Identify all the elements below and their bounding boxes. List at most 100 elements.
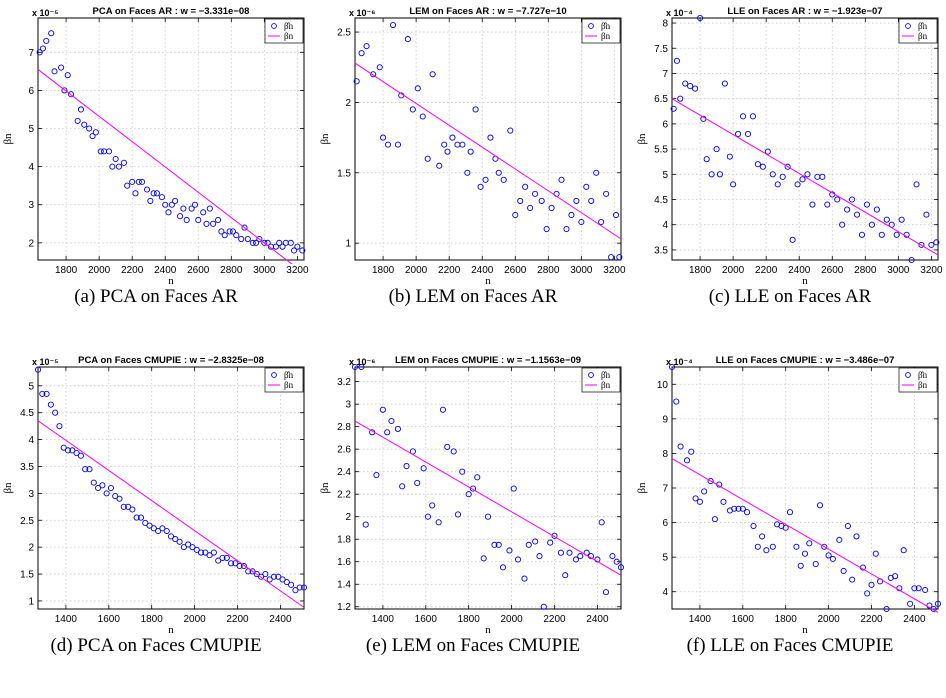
data-point xyxy=(459,141,466,148)
data-point xyxy=(763,547,770,554)
data-point xyxy=(373,472,380,479)
data-point xyxy=(435,519,442,526)
chart-panel-c: 1800 2000 2200 2400 2600 2800 3000 3200 3.5 4 4.5 5… xyxy=(634,0,946,349)
y-tick-label: 8 xyxy=(662,19,668,30)
data-point xyxy=(147,197,154,204)
data-point xyxy=(480,555,487,562)
y-tick-label: 3 xyxy=(345,400,351,411)
data-point xyxy=(112,493,119,500)
data-point xyxy=(163,527,170,535)
data-point xyxy=(282,239,289,246)
data-point xyxy=(577,553,584,560)
y-tick-label: 5 xyxy=(662,170,668,181)
data-point xyxy=(858,231,866,238)
data-point xyxy=(735,130,742,138)
data-point xyxy=(893,231,900,238)
legend-entry-label: β̂n xyxy=(601,21,611,31)
y-tick-label: 3.2 xyxy=(337,377,351,388)
x-tick-label: 2000 xyxy=(500,614,523,625)
data-point xyxy=(551,532,558,539)
y-tick-label: 5 xyxy=(28,124,34,135)
data-point xyxy=(436,162,443,169)
data-point xyxy=(236,562,243,570)
data-point xyxy=(39,45,47,52)
data-point xyxy=(363,43,370,50)
data-point xyxy=(731,505,738,512)
data-point xyxy=(697,14,704,22)
y-tick-label: 1.4 xyxy=(337,580,351,591)
legend-marker-swatch xyxy=(271,372,277,378)
y-tick-label: 1.5 xyxy=(20,570,34,581)
data-point xyxy=(677,95,684,102)
data-point xyxy=(292,587,299,594)
data-point xyxy=(801,550,809,557)
data-point xyxy=(911,585,918,592)
y-tick-label: 2.5 xyxy=(337,28,351,39)
data-point xyxy=(142,519,149,527)
data-point xyxy=(193,546,200,553)
x-tick-label: 2000 xyxy=(183,614,206,625)
data-point xyxy=(132,190,139,197)
data-point xyxy=(538,197,545,204)
grid xyxy=(355,18,621,260)
data-point xyxy=(288,581,295,588)
data-point xyxy=(200,209,207,216)
data-point xyxy=(749,113,757,120)
data-point xyxy=(789,236,796,243)
data-point xyxy=(36,49,43,56)
data-point xyxy=(578,218,585,226)
legend: β̂nβn xyxy=(898,18,938,44)
data-point xyxy=(548,204,555,211)
data-point xyxy=(779,173,786,180)
data-point xyxy=(617,564,625,571)
chart-title: PCA on Faces AR : w = −3.331e−08 xyxy=(93,6,250,17)
data-point xyxy=(202,549,209,556)
x-tick-label: 1400 xyxy=(689,614,712,625)
data-point xyxy=(701,488,708,495)
legend-marker-swatch xyxy=(905,372,911,378)
data-point xyxy=(203,220,210,227)
y-exponent-label: x 10⁻⁶ xyxy=(349,8,375,18)
y-tick-label: 9 xyxy=(662,414,668,425)
data-point xyxy=(510,485,517,492)
data-point xyxy=(588,197,595,204)
data-point xyxy=(77,106,85,113)
data-point xyxy=(730,181,737,188)
data-point xyxy=(197,549,205,556)
data-point xyxy=(774,181,781,188)
x-tick-label: 1400 xyxy=(372,614,395,625)
data-point xyxy=(82,466,89,473)
data-point xyxy=(878,231,885,238)
x-tick-label: 2400 xyxy=(154,265,177,276)
data-point xyxy=(358,363,365,371)
data-point xyxy=(583,183,590,190)
data-point xyxy=(188,205,195,212)
data-point xyxy=(612,211,620,219)
data-point xyxy=(39,390,46,397)
data-point xyxy=(703,156,710,163)
chart-panel-d: 1400 1600 1800 2000 2200 2400 1 1.5 2 2.5 3 3.5 4 4.5… xyxy=(0,349,312,698)
data-point xyxy=(563,225,570,233)
data-point xyxy=(97,148,104,155)
legend-entry-label: βn xyxy=(284,380,294,390)
data-point xyxy=(797,562,804,569)
x-tick-label: 2200 xyxy=(755,265,778,276)
data-point xyxy=(673,398,680,405)
data-point xyxy=(562,572,569,579)
data-point xyxy=(291,247,298,254)
data-point xyxy=(868,221,875,228)
data-point xyxy=(769,171,776,178)
data-point xyxy=(58,64,65,71)
data-point xyxy=(507,127,514,134)
series-points xyxy=(34,366,308,594)
data-point xyxy=(109,163,116,170)
data-point xyxy=(514,556,522,563)
fit-line xyxy=(354,62,622,240)
y-tick-label: 4 xyxy=(662,220,668,231)
y-tick-label: 1 xyxy=(28,596,34,607)
data-point xyxy=(892,573,899,580)
y-tick-label: 2 xyxy=(345,98,351,109)
data-point xyxy=(602,589,610,596)
data-point xyxy=(120,159,127,166)
data-point xyxy=(922,586,929,594)
